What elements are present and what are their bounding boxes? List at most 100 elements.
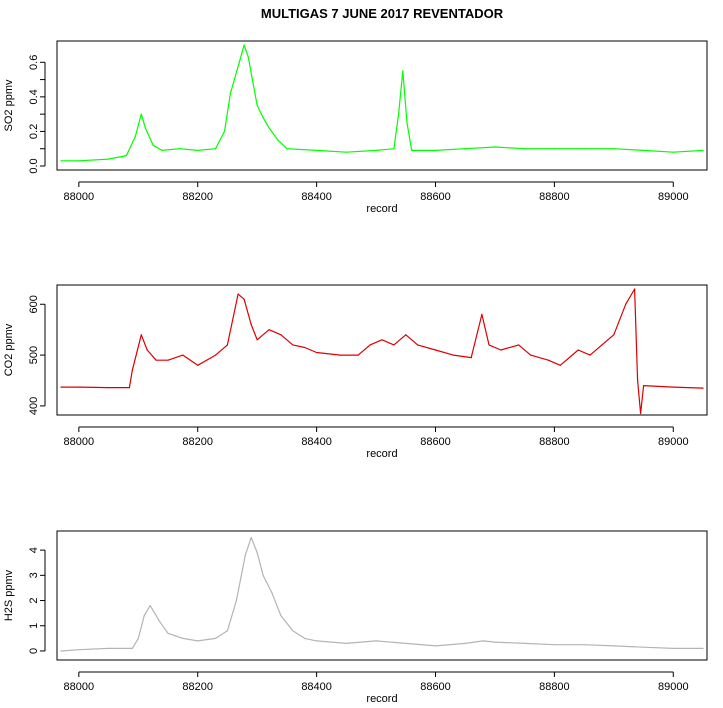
so2-data-point: [251, 78, 254, 81]
h2s-data-point: [345, 642, 347, 644]
h2s-data-point: [464, 642, 466, 644]
h2s-data-point: [316, 640, 318, 642]
so2-data-point: [268, 127, 270, 129]
so2-data-point: [152, 144, 154, 146]
h2s-y-tick-label: 0: [28, 648, 40, 654]
co2-data-point: [639, 412, 642, 415]
so2-data-point: [702, 149, 704, 152]
h2s-data-point: [553, 644, 555, 646]
h2s-data-point: [149, 604, 151, 607]
so2-x-tick-label: 89000: [658, 191, 689, 203]
h2s-data-point: [244, 554, 246, 556]
h2s-data-point: [137, 637, 139, 639]
so2-x-tick-label: 88600: [420, 191, 451, 203]
co2-data-point: [182, 354, 184, 356]
h2s-data-point: [304, 637, 306, 639]
co2-data-point: [78, 386, 80, 388]
h2s-data-point: [613, 645, 615, 647]
co2-data-point: [250, 323, 252, 326]
so2-data-point: [134, 136, 136, 138]
co2-x-tick-label: 88200: [182, 436, 213, 448]
so2-data-point: [144, 127, 147, 129]
h2s-data-point: [271, 592, 273, 594]
co2-data-point: [304, 346, 306, 349]
h2s-data-point: [434, 645, 437, 647]
so2-data-point: [161, 149, 163, 152]
h2s-data-point: [256, 552, 258, 554]
co2-data-point: [434, 349, 437, 351]
co2-data-point: [381, 339, 383, 341]
co2-data-point: [237, 293, 239, 295]
so2-data-point: [406, 122, 408, 124]
figure-title: MULTIGAS 7 JUNE 2017 REVENTADOR: [261, 6, 504, 21]
so2-data-point: [642, 149, 645, 152]
so2-data-point: [345, 151, 347, 153]
h2s-x-tick-label: 88800: [539, 681, 570, 693]
so2-x-tick-label: 88400: [301, 191, 332, 203]
h2s-x-axis-title: record: [366, 693, 397, 705]
co2-x-tick-label: 89000: [658, 436, 689, 448]
co2-x-tick-label: 88000: [64, 436, 95, 448]
h2s-y-tick-label: 2: [28, 597, 40, 603]
co2-data-point: [243, 298, 245, 300]
so2-data-point: [60, 160, 62, 162]
co2-data-point: [634, 288, 636, 290]
co2-panel: 88000 88200 88400 88600 88800 89000 400 500 600 r…: [3, 284, 708, 460]
co2-data-point: [547, 359, 550, 361]
co2-data-point: [128, 387, 130, 389]
so2-panel: 88000 88200 88400 88600 88800 89000 0.0 0.2 0.4 0…: [3, 40, 708, 215]
co2-data-point: [488, 344, 490, 346]
so2-data-point: [316, 149, 318, 152]
co2-data-point: [226, 344, 229, 346]
co2-data-point: [613, 334, 615, 336]
co2-data-point: [197, 364, 199, 366]
so2-data-point: [411, 149, 413, 152]
co2-x-axis-title: record: [366, 448, 397, 460]
so2-data-point: [197, 149, 199, 152]
co2-data-point: [140, 334, 142, 336]
h2s-data-point: [642, 646, 645, 648]
h2s-data-point: [78, 649, 80, 651]
so2-data-point: [672, 151, 674, 153]
so2-data-point: [243, 44, 245, 46]
co2-data-point: [452, 354, 454, 356]
co2-data-point: [357, 354, 359, 356]
so2-data-point: [179, 148, 181, 150]
so2-data-point: [262, 117, 264, 119]
h2s-data-point: [60, 650, 62, 652]
so2-data-point: [229, 92, 232, 94]
so2-y-tick-label: 0.2: [28, 124, 40, 139]
h2s-data-point: [702, 647, 704, 650]
h2s-data-point: [197, 640, 199, 642]
h2s-data-point: [672, 647, 674, 650]
so2-x-tick-label: 88800: [539, 191, 570, 203]
co2-data-point: [280, 334, 282, 336]
co2-data-point: [292, 344, 294, 346]
so2-data-point: [277, 139, 279, 141]
co2-x-tick-label: 88800: [539, 436, 570, 448]
so2-data-point: [398, 113, 400, 115]
h2s-data-point: [494, 641, 496, 643]
co2-data-point: [559, 364, 561, 366]
co2-data-point: [155, 359, 157, 361]
h2s-x-tick-label: 88200: [182, 681, 213, 693]
co2-data-point: [577, 349, 579, 351]
co2-data-point: [214, 354, 217, 356]
co2-data-point: [518, 344, 520, 346]
co2-data-point: [417, 344, 419, 346]
so2-data-point: [393, 148, 395, 150]
co2-data-point: [481, 313, 483, 316]
so2-data-point: [375, 149, 377, 152]
h2s-data-point: [280, 615, 282, 617]
h2s-x-tick-label: 88600: [420, 681, 451, 693]
co2-series-line: [61, 288, 704, 415]
so2-data-point: [140, 113, 142, 115]
co2-data-point: [369, 344, 371, 346]
so2-data-point: [214, 148, 217, 150]
h2s-x-tick-label: 88000: [64, 681, 95, 693]
h2s-data-point: [235, 599, 237, 602]
co2-plot-frame: [56, 284, 708, 416]
h2s-data-point: [292, 630, 294, 632]
co2-data-point: [339, 354, 341, 356]
so2-y-tick-label: 0.4: [28, 89, 40, 104]
